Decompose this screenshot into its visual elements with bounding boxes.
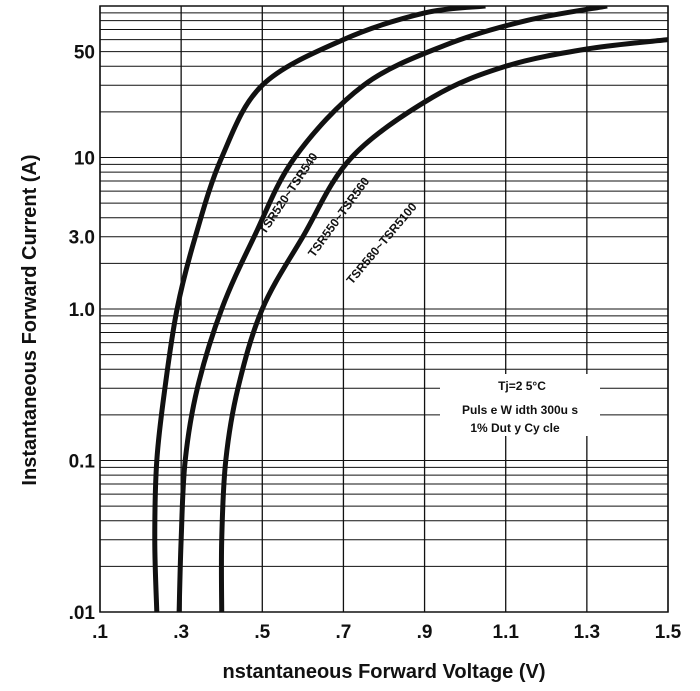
series-line-3 [218,37,668,612]
y-tick-label: 1.0 [69,300,95,321]
y-tick-label: 3.0 [69,228,95,249]
x-tick-label: 1.3 [574,622,600,643]
grid [99,5,669,613]
annotation-tj: Tj=2 5°C [498,379,546,393]
y-tick-label: 10 [74,149,95,170]
curve-label-3: TSR580~TSR5100 [344,200,420,287]
x-tick-label: .3 [173,622,189,643]
y-tick-labels: .01 0.1 1.0 3.0 10 50 [69,43,96,624]
x-tick-label: 1.5 [655,622,682,643]
curves [152,6,668,612]
x-tick-labels: .1 .3 .5 .7 .9 1.1 1.3 1.5 [92,622,682,643]
x-tick-label: .7 [335,622,351,643]
annotation-duty: 1% Dut y Cy cle [470,421,560,435]
x-tick-label: .1 [92,622,108,643]
x-axis-title: nstantaneous Forward Voltage (V) [223,661,546,683]
series-line-2 [176,6,608,612]
y-tick-label: 0.1 [69,452,96,473]
y-axis-title: Instantaneous Forward Current (A) [19,154,41,485]
x-tick-label: 1.1 [493,622,520,643]
y-tick-label: 50 [74,43,95,64]
annotation-pulse: Puls e W idth 300u s [462,403,578,417]
x-tick-label: .9 [417,622,433,643]
y-tick-label: .01 [69,603,96,624]
series-line-1 [152,6,486,612]
x-tick-label: .5 [254,622,270,643]
annotation-box [440,374,600,436]
